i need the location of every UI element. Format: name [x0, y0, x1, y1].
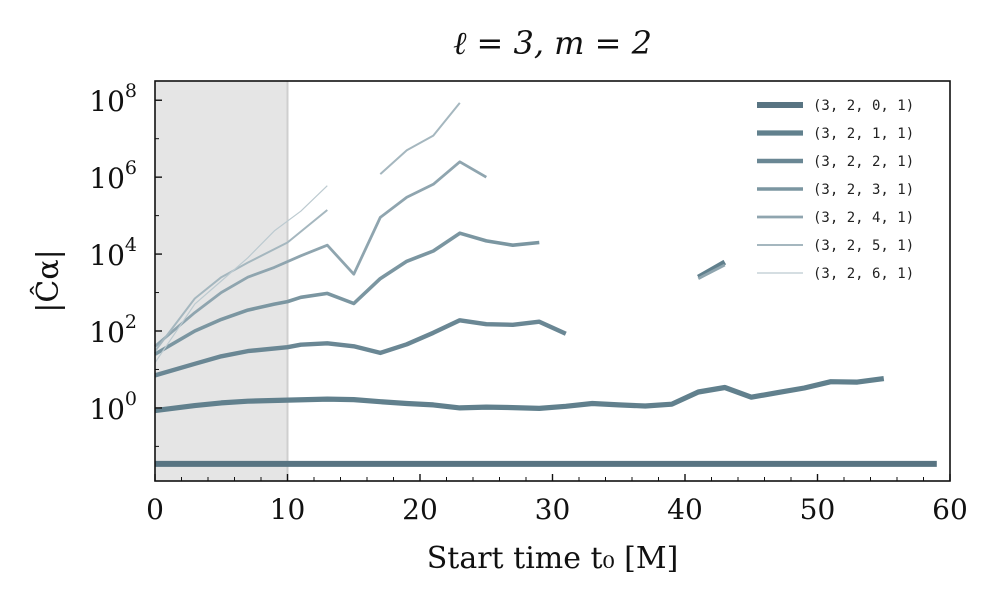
x-tick-label: 10: [270, 493, 306, 526]
series-line-6-0: [154, 185, 328, 364]
series-line-4-1: [697, 263, 726, 280]
y-tick-exponent: 6: [125, 157, 137, 179]
y-tick-base: 10: [89, 316, 125, 349]
y-tick-base: 10: [89, 239, 125, 272]
y-tick-exponent: 8: [125, 80, 137, 102]
legend-label: (3, 2, 3, 1): [813, 182, 914, 198]
x-tick-label: 0: [146, 493, 164, 526]
legend-label: (3, 2, 4, 1): [813, 210, 914, 226]
y-tick-base: 10: [89, 393, 125, 426]
series-line-1-0: [154, 376, 885, 414]
x-axis-ticks: 0 10 20 30 40 50 60: [146, 474, 968, 526]
x-tick-label: 50: [800, 493, 836, 526]
y-tick-label: 108: [89, 80, 137, 118]
series-line-5-1: [379, 102, 461, 175]
y-tick-label: 106: [89, 157, 137, 195]
y-tick-label: 104: [89, 234, 137, 272]
legend-label: (3, 2, 2, 1): [813, 154, 914, 170]
y-tick-label: 102: [89, 311, 137, 349]
y-tick-base: 10: [89, 162, 125, 195]
legend-label: (3, 2, 0, 1): [813, 98, 914, 114]
series-line-3-0: [154, 231, 540, 356]
series-line-1-1: [697, 259, 727, 280]
legend-label: (3, 2, 1, 1): [813, 126, 914, 142]
x-tick-label: 60: [932, 493, 968, 526]
chart-title: ℓ = 3, m = 2: [453, 24, 652, 62]
x-tick-label: 30: [535, 493, 571, 526]
legend-label: (3, 2, 5, 1): [813, 238, 914, 254]
legend-label: (3, 2, 6, 1): [813, 266, 914, 282]
y-tick-exponent: 4: [125, 234, 137, 256]
y-tick-exponent: 0: [125, 388, 137, 410]
series-layer: [154, 102, 937, 467]
series-line-4-0: [154, 160, 488, 348]
x-tick-label: 20: [402, 493, 438, 526]
x-tick-label: 40: [667, 493, 703, 526]
series-line-2-0: [154, 318, 567, 378]
y-axis-label: |Ĉα|: [30, 249, 66, 312]
legend: (3, 2, 0, 1) (3, 2, 1, 1) (3, 2, 2, 1) (3, …: [757, 98, 914, 282]
y-tick-label: 100: [89, 388, 137, 426]
y-tick-base: 10: [89, 85, 125, 118]
y-tick-exponent: 2: [125, 311, 137, 333]
x-axis-label: Start time t₀ [M]: [427, 541, 679, 576]
